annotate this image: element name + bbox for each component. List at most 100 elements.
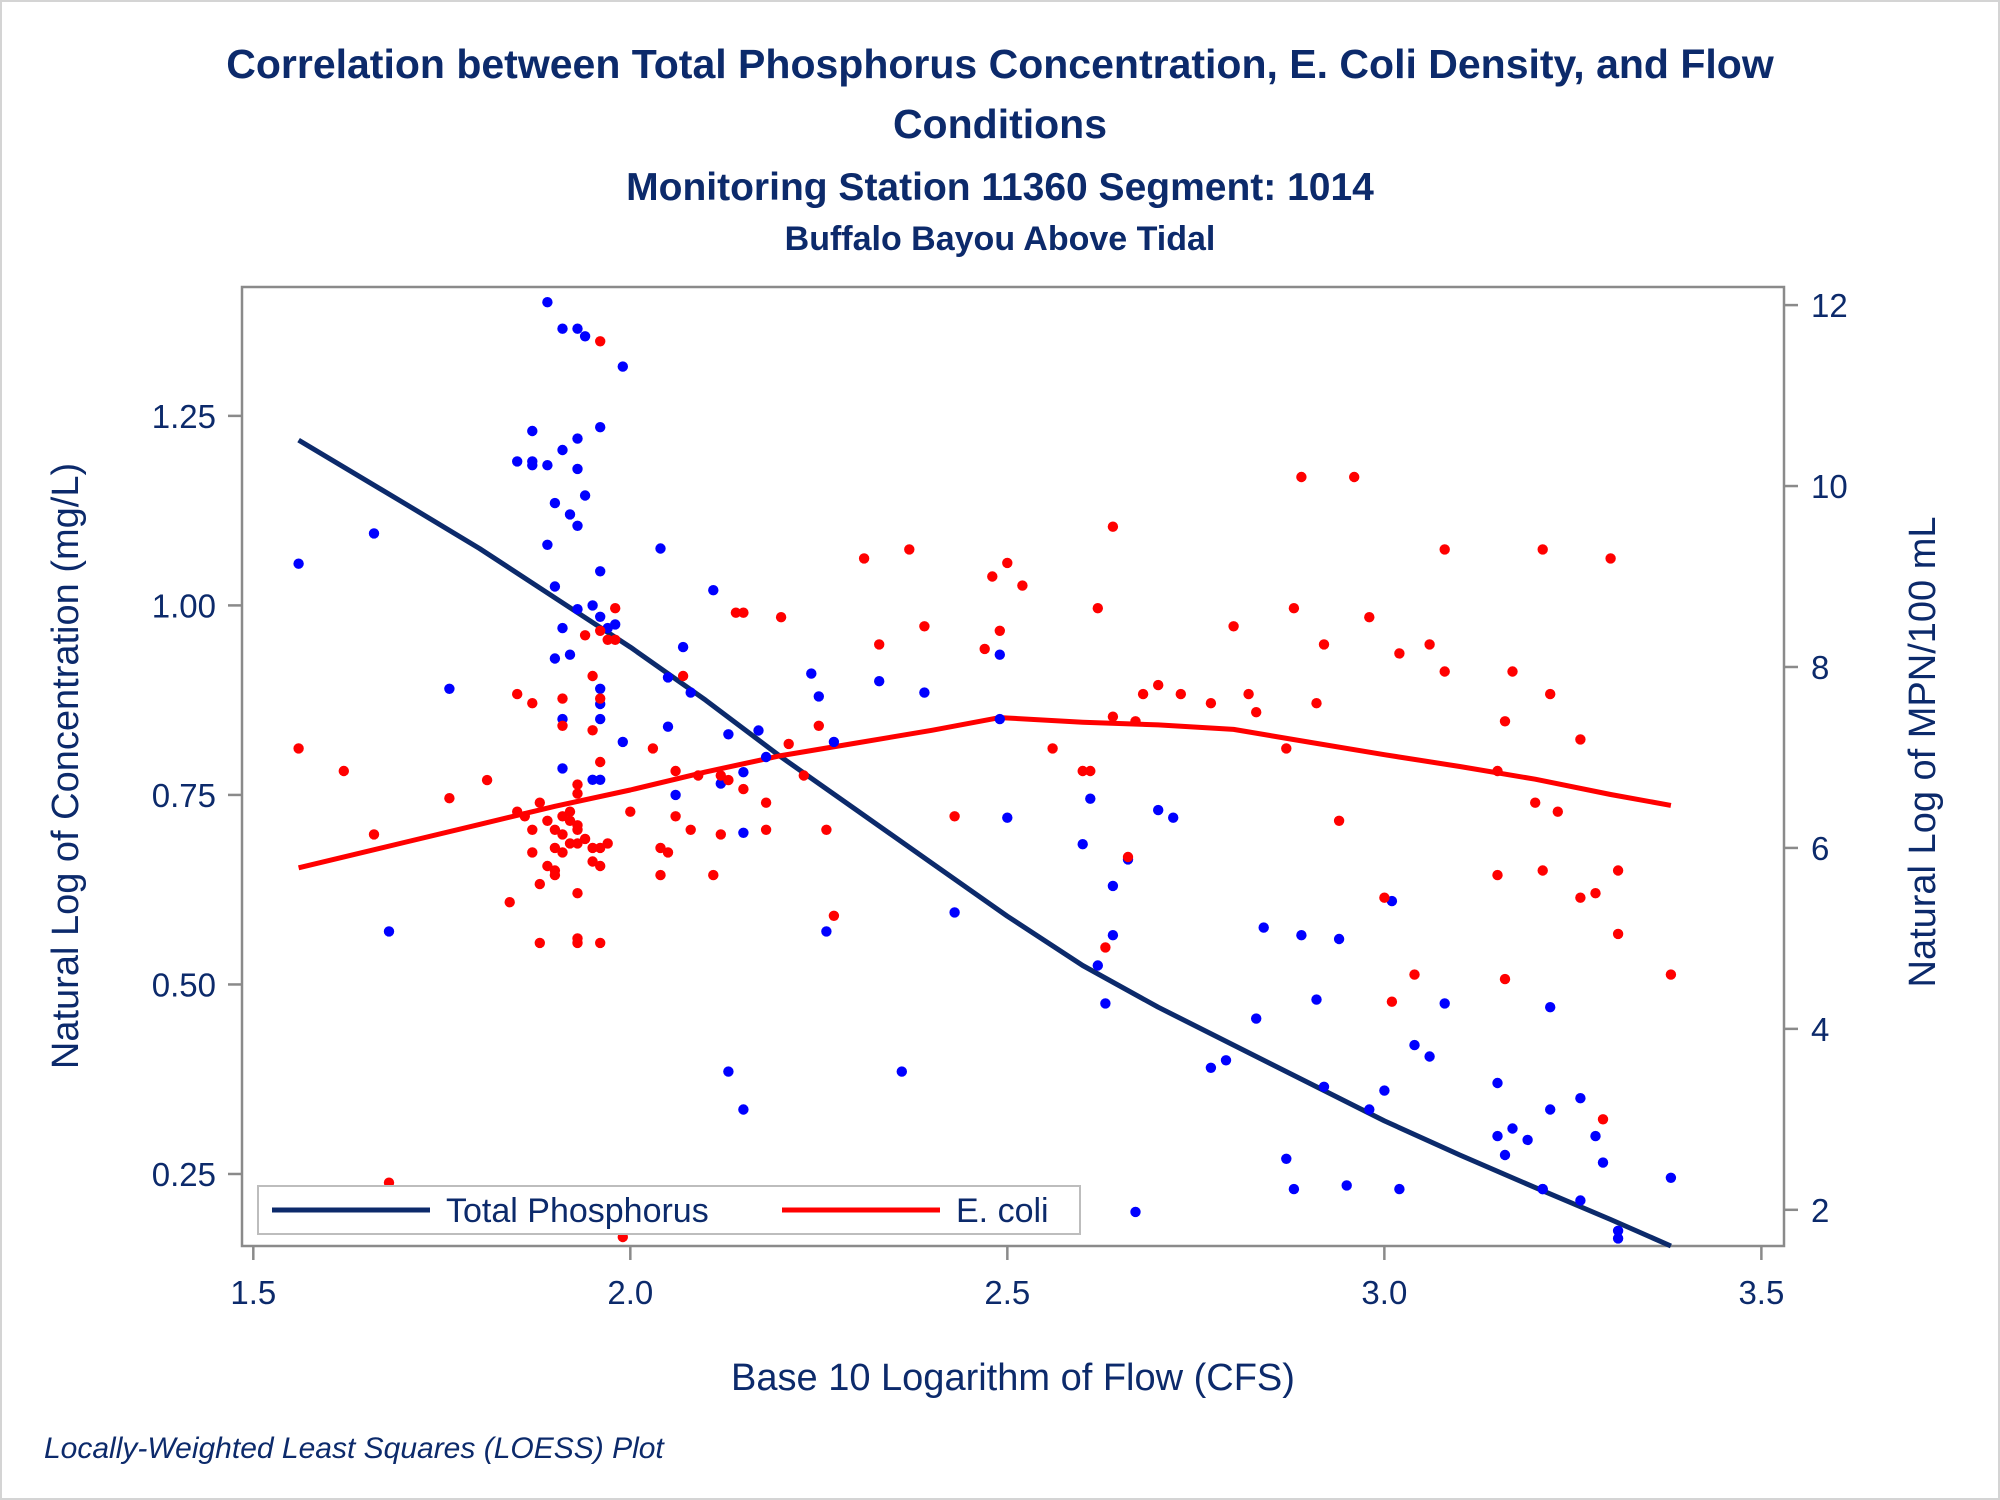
phosphorus-point: [293, 558, 304, 569]
phosphorus-point: [1168, 812, 1179, 823]
ecoli-point: [1333, 815, 1345, 826]
phosphorus-point: [617, 361, 628, 372]
phosphorus-point: [1085, 793, 1096, 804]
ecoli-point: [1017, 580, 1028, 591]
ecoli-point: [542, 860, 553, 872]
y-tick-label: 0.50: [152, 966, 216, 1003]
phosphorus-point: [542, 460, 553, 471]
ecoli-point: [527, 847, 538, 858]
phosphorus-point: [617, 736, 628, 748]
ecoli-point: [595, 860, 606, 872]
y-axis: 0.25 0.50 0.75 1.00 1.25: [152, 398, 242, 1193]
phosphorus-point: [1575, 1093, 1586, 1104]
ecoli-point: [723, 774, 734, 786]
ecoli-point: [1077, 765, 1088, 777]
ecoli-point: [338, 765, 349, 777]
phosphorus-point: [1318, 1081, 1330, 1093]
phosphorus-point: [1394, 1183, 1405, 1195]
y-axis-label: Natural Log of Concentration (mg/L): [45, 463, 87, 1069]
phosphorus-point: [949, 907, 960, 918]
ecoli-point: [512, 806, 523, 817]
y2-tick-label: 8: [1811, 649, 1829, 686]
phosphorus-point: [557, 444, 568, 456]
ecoli-point: [1386, 996, 1398, 1007]
ecoli-point: [534, 937, 545, 949]
ecoli-point: [655, 842, 666, 854]
x-tick-label: 2.5: [984, 1274, 1030, 1311]
phosphorus-point: [655, 543, 666, 554]
ecoli-point: [828, 910, 840, 921]
phosphorus-point: [595, 774, 606, 785]
ecoli-point: [595, 756, 606, 768]
ecoli-point: [1545, 688, 1556, 700]
y2-axis: 2 4 6 8 10 12: [1784, 287, 1848, 1229]
x-tick-label: 3.5: [1738, 1274, 1784, 1311]
ecoli-point: [595, 336, 606, 347]
ecoli-point: [1665, 969, 1677, 980]
ecoli-point: [1288, 603, 1300, 614]
phosphorus-point: [1545, 1104, 1556, 1115]
ecoli-point: [1379, 892, 1390, 903]
phosphorus-point: [383, 926, 395, 937]
chart-subtitle: Monitoring Station 11360 Segment: 1014: [626, 166, 1374, 209]
phosphorus-point: [1281, 1153, 1292, 1165]
y2-tick-label: 2: [1811, 1192, 1829, 1229]
ecoli-point: [579, 630, 591, 641]
ecoli-point: [904, 544, 915, 555]
ecoli-point: [572, 888, 583, 899]
ecoli-point: [572, 788, 583, 799]
phosphorus-point: [595, 422, 606, 433]
ecoli-point: [1394, 648, 1405, 659]
ecoli-point: [549, 842, 561, 854]
ecoli-point: [534, 797, 545, 808]
ecoli-point: [1122, 851, 1134, 863]
ecoli-point: [564, 815, 576, 826]
ecoli-point: [1311, 698, 1322, 709]
phosphorus-point: [1590, 1130, 1601, 1142]
ecoli-point: [572, 779, 583, 790]
phosphorus-point: [1311, 994, 1322, 1005]
ecoli-point: [1251, 707, 1262, 718]
ecoli-point: [1175, 688, 1187, 700]
ecoli-point: [557, 693, 568, 704]
ecoli-point: [1530, 797, 1541, 808]
ecoli-point: [738, 783, 749, 795]
plot-area: [240, 285, 1786, 1248]
ecoli-point: [1130, 716, 1141, 727]
ecoli-point: [693, 770, 704, 781]
phosphorus-point: [1597, 1157, 1609, 1168]
chart-title: Correlation between Total Phosphorus Con…: [226, 41, 1774, 87]
phosphorus-point: [1522, 1134, 1533, 1146]
phosphorus-point: [1537, 1183, 1548, 1195]
phosphorus-point: [572, 604, 583, 615]
ecoli-point: [1537, 544, 1548, 555]
ecoli-point: [677, 670, 689, 682]
phosphorus-point: [1251, 1013, 1262, 1024]
phosphorus-point: [813, 691, 824, 702]
ecoli-point: [1296, 471, 1307, 483]
y2-axis-label: Natural Log of MPN/100 mL: [1902, 516, 1944, 987]
ecoli-point: [549, 869, 561, 881]
ecoli-point: [760, 824, 772, 835]
ecoli-point: [481, 774, 493, 786]
ecoli-point: [1409, 969, 1420, 980]
ecoli-point: [595, 693, 606, 704]
phosphorus-point: [572, 323, 583, 334]
phosphorus-point: [1492, 1130, 1503, 1142]
ecoli-point: [1575, 734, 1586, 745]
phosphorus-point: [723, 1066, 734, 1077]
phosphorus-point: [1424, 1051, 1435, 1062]
phosphorus-point: [595, 566, 606, 577]
ecoli-point: [527, 824, 538, 835]
ecoli-point: [572, 838, 583, 849]
phosphorus-point: [1439, 998, 1450, 1009]
phosphorus-point: [1665, 1172, 1677, 1184]
y2-tick-label: 6: [1811, 830, 1829, 867]
phosphorus-fit-line: [297, 437, 1672, 1249]
phosphorus-point: [760, 751, 772, 763]
ecoli-point: [1499, 973, 1511, 985]
phosphorus-point: [557, 323, 568, 334]
ecoli-point: [625, 806, 636, 817]
phosphorus-point: [662, 721, 674, 732]
ecoli-point: [564, 806, 576, 817]
